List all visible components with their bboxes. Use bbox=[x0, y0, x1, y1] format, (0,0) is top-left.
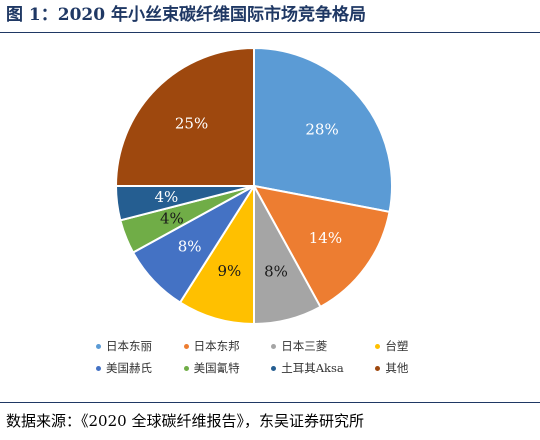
legend-item: 日本东邦 bbox=[183, 338, 258, 354]
legend-swatch bbox=[271, 343, 277, 349]
legend-label: 美国赫氏 bbox=[106, 361, 152, 375]
legend-item: 台塑 bbox=[375, 338, 426, 354]
legend-label: 日本东丽 bbox=[106, 339, 152, 353]
pie-slice bbox=[253, 46, 393, 214]
legend-swatch bbox=[183, 365, 189, 371]
legend-label: 美国氰特 bbox=[193, 361, 240, 375]
legend-label: 其他 bbox=[385, 361, 409, 375]
pie-data-label: 4% bbox=[154, 188, 178, 206]
legend-label: 台塑 bbox=[385, 339, 409, 353]
pie-data-labels: 28% 14% 8% 9% 8% 4% 4% 25% bbox=[154, 115, 342, 281]
pie-data-label: 25% bbox=[175, 115, 208, 133]
legend-swatch bbox=[96, 343, 101, 349]
legend-swatch bbox=[375, 343, 381, 349]
legend-item: 其他 bbox=[375, 360, 426, 376]
chart-legend: 日本东丽 日本东邦 日本三菱 台塑美国赫氏 美国氰特 土耳其Aksa 其他 bbox=[96, 338, 426, 376]
source-divider bbox=[0, 402, 540, 403]
legend-item: 美国赫氏 bbox=[96, 360, 170, 376]
pie-slices bbox=[114, 46, 393, 326]
legend-item: 美国氰特 bbox=[183, 360, 258, 376]
data-source-note: 数据来源：《2020 全球碳纤维报告》，东吴证券研究所 bbox=[6, 412, 364, 430]
pie-data-label: 4% bbox=[160, 210, 184, 228]
title-divider bbox=[0, 32, 540, 33]
legend-item: 土耳其Aksa bbox=[271, 360, 361, 376]
pie-data-label: 8% bbox=[264, 263, 288, 281]
legend-swatch bbox=[96, 365, 101, 371]
pie-chart: 28% 14% 8% 9% 8% 4% 4% 25% bbox=[114, 46, 393, 326]
legend-item: 日本三菱 bbox=[271, 338, 361, 354]
legend-swatch bbox=[375, 365, 381, 371]
legend-swatch bbox=[271, 365, 277, 371]
pie-data-label: 8% bbox=[178, 237, 202, 255]
pie-data-label: 14% bbox=[309, 229, 342, 247]
legend-label: 日本三菱 bbox=[281, 339, 328, 353]
legend-label: 日本东邦 bbox=[193, 339, 240, 353]
legend-item: 日本东丽 bbox=[96, 338, 170, 354]
pie-slice bbox=[114, 46, 255, 187]
pie-data-label: 9% bbox=[217, 262, 241, 280]
pie-slice bbox=[252, 184, 391, 309]
pie-data-label: 28% bbox=[305, 121, 338, 139]
figure-title: 图 1：2020 年小丝束碳纤维国际市场竞争格局 bbox=[6, 5, 366, 25]
legend-label: 土耳其Aksa bbox=[281, 361, 344, 375]
legend-swatch bbox=[183, 343, 189, 349]
